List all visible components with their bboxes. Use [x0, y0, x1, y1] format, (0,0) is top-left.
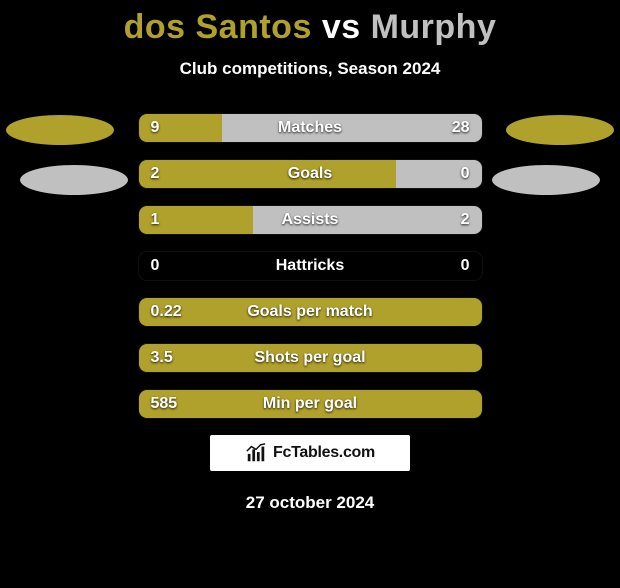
stat-label: Shots per goal: [139, 344, 482, 372]
logo-text: FcTables.com: [273, 444, 375, 462]
stat-label: Hattricks: [139, 252, 482, 280]
stat-row: 928Matches: [138, 113, 483, 143]
stat-bars: 928Matches 20Goals 12Assists 00Hattricks 0.2…: [138, 113, 483, 419]
stat-label: Min per goal: [139, 390, 482, 418]
title-player2: Murphy: [371, 8, 497, 46]
stat-row: 0.22Goals per match: [138, 297, 483, 327]
stat-row: 12Assists: [138, 205, 483, 235]
stat-row: 585Min per goal: [138, 389, 483, 419]
title-player1: dos Santos: [124, 8, 312, 46]
player2-badge-right: [492, 165, 600, 195]
stat-row: 3.5Shots per goal: [138, 343, 483, 373]
chart-icon: [245, 442, 267, 464]
stat-label: Goals per match: [139, 298, 482, 326]
stat-row: 00Hattricks: [138, 251, 483, 281]
stat-label: Assists: [139, 206, 482, 234]
stat-label: Goals: [139, 160, 482, 188]
player2-badge-left: [20, 165, 128, 195]
chart-area: 928Matches 20Goals 12Assists 00Hattricks 0.2…: [0, 113, 620, 419]
fctables-logo: FcTables.com: [210, 435, 410, 471]
player1-badge-left: [6, 115, 114, 145]
stat-row: 20Goals: [138, 159, 483, 189]
comparison-title: dos Santos vs Murphy: [0, 8, 620, 47]
player1-badge-right: [506, 115, 614, 145]
subtitle: Club competitions, Season 2024: [0, 59, 620, 79]
stat-label: Matches: [139, 114, 482, 142]
date-line: 27 october 2024: [0, 493, 620, 513]
title-vs: vs: [322, 8, 361, 46]
